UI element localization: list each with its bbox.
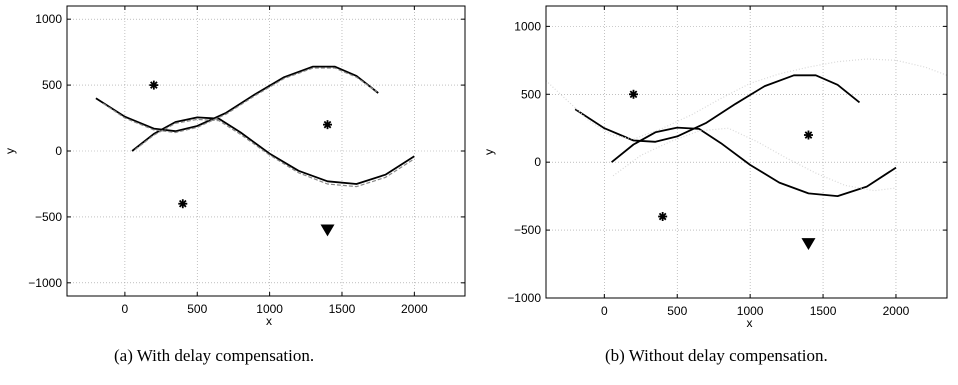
y-tick-label: −1000 xyxy=(507,291,541,305)
series-line-3 xyxy=(102,67,378,134)
x-tick-label: 0 xyxy=(601,304,608,318)
plot-frame xyxy=(545,5,948,299)
caption-a: (a) With delay compensation. xyxy=(114,346,315,365)
y-axis-label: y xyxy=(3,148,17,154)
x-tick-label: 1500 xyxy=(329,302,356,316)
x-tick-label: 0 xyxy=(122,302,129,316)
y-tick-label: 1000 xyxy=(35,12,62,26)
series-line-2 xyxy=(131,116,415,185)
series-line-3 xyxy=(545,58,948,140)
x-tick-label: 500 xyxy=(667,304,687,318)
x-tick-label: 2000 xyxy=(401,302,428,316)
star-marker xyxy=(803,130,813,140)
series-line-1 xyxy=(574,74,861,143)
y-tick-label: 1000 xyxy=(514,19,541,33)
star-marker xyxy=(323,120,333,130)
y-tick-label: 0 xyxy=(534,155,541,169)
y-axis-label: y xyxy=(482,149,496,155)
series-line-4 xyxy=(134,118,415,188)
figure-a: 0 500 1000 1500 2000 −1000 −500 0 500 1000 x y (a) … xyxy=(3,5,466,365)
x-tick-label: 1000 xyxy=(737,304,764,318)
star-marker-stroke xyxy=(804,131,813,139)
y-tick-label: 500 xyxy=(42,78,62,92)
y-tick-label: −500 xyxy=(514,223,541,237)
figure-b: 0 500 1000 1500 2000 −1000 −500 0 500 1000 x y (b) … xyxy=(479,0,958,385)
series-line-1 xyxy=(95,65,379,133)
y-tick-label: 0 xyxy=(55,144,62,158)
star-marker xyxy=(149,80,159,90)
series-line-4 xyxy=(612,127,897,192)
series-line-2 xyxy=(611,126,897,197)
star-marker-stroke xyxy=(658,212,667,221)
caption-b: (b) Without delay compensation. xyxy=(605,346,828,365)
triangle-down-marker xyxy=(801,238,816,250)
x-tick-label: 1500 xyxy=(810,304,837,318)
star-marker xyxy=(658,212,668,222)
x-axis-label: x xyxy=(747,316,753,330)
x-tick-label: 2000 xyxy=(883,304,910,318)
star-marker xyxy=(628,89,638,99)
star-marker-stroke xyxy=(150,81,158,89)
x-tick-label: 1000 xyxy=(256,302,283,316)
y-tick-label: −500 xyxy=(35,210,62,224)
star-marker-stroke xyxy=(629,90,638,99)
star-marker-stroke xyxy=(178,199,187,208)
x-tick-label: 500 xyxy=(187,302,207,316)
x-axis-label: x xyxy=(266,314,272,328)
triangle-down-marker xyxy=(320,224,335,237)
star-marker-stroke xyxy=(323,120,332,129)
y-tick-label: −1000 xyxy=(28,276,62,290)
y-tick-label: 500 xyxy=(521,87,541,101)
star-marker xyxy=(178,199,188,209)
